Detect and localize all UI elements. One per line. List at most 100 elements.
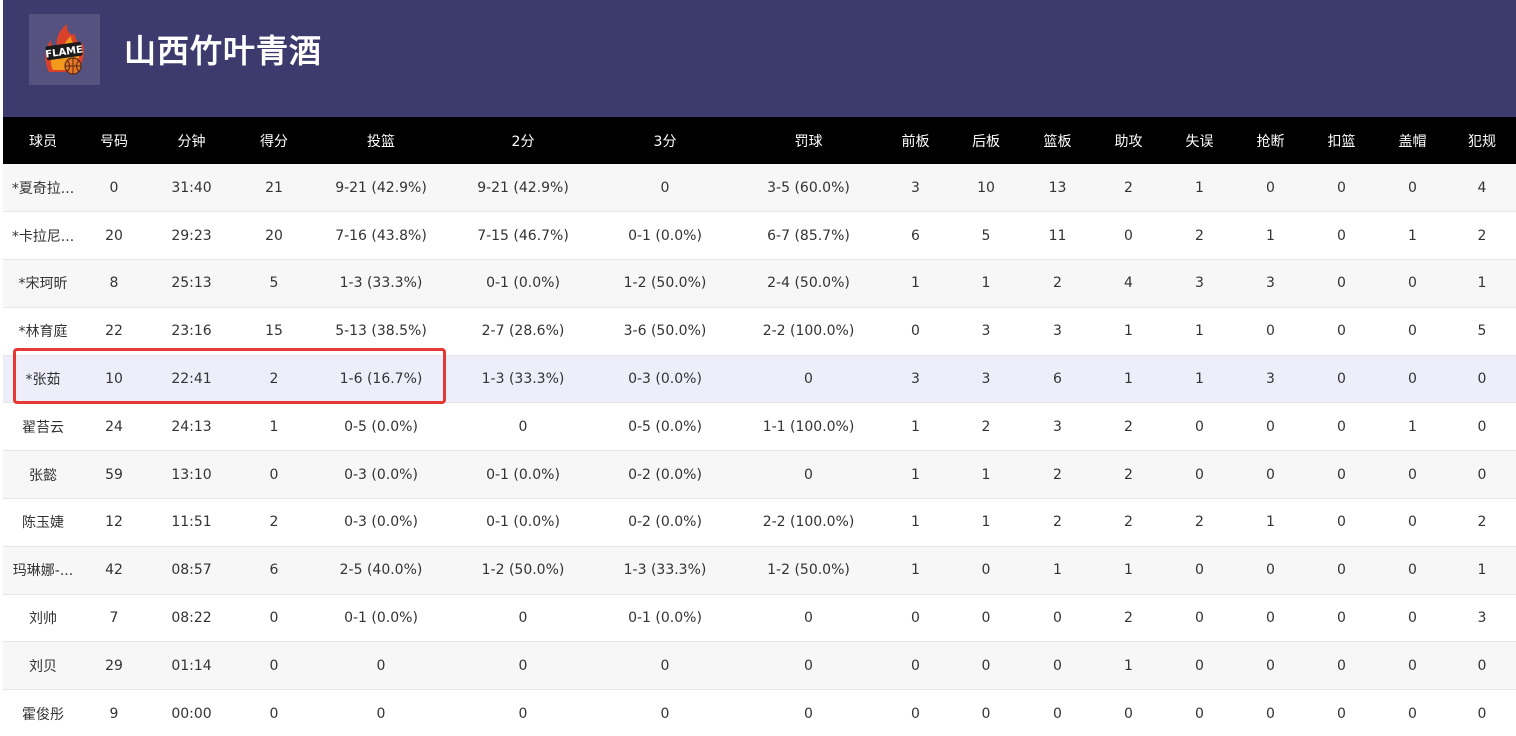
player-name[interactable]: 陈玉婕: [3, 498, 83, 547]
stat-cell: 24:13: [145, 402, 238, 452]
stat-cell: 0: [1022, 641, 1093, 691]
stat-cell: 0: [310, 641, 452, 691]
column-header[interactable]: 2分: [452, 117, 594, 164]
stat-cell: 11: [1022, 211, 1093, 261]
stat-cell: 2: [1448, 498, 1516, 547]
stat-cell: 1-2 (50.0%): [594, 259, 736, 308]
table-row: *卡拉尼... 20 29:23 20 7-16 (43.8%) 7-15 (46.7%)…: [3, 211, 1516, 261]
stat-cell: 0: [1377, 307, 1448, 356]
stat-cell: 3-6 (50.0%): [594, 307, 736, 356]
stat-cell: 0: [1164, 546, 1235, 595]
player-name[interactable]: *夏奇拉...: [3, 164, 83, 213]
table-header-row: 球员 号码 分钟 得分 投篮 2分 3分 罚球 前板 后板 篮板 助攻 失误 抢断 扣篮 盖帽 犯规: [3, 117, 1516, 164]
stat-cell: 0: [452, 402, 594, 452]
stat-cell: 21: [238, 164, 310, 213]
column-header[interactable]: 后板: [950, 117, 1022, 164]
stat-cell: 0-3 (0.0%): [310, 450, 452, 500]
stat-cell: 1: [1022, 546, 1093, 595]
stat-cell: 2-2 (100.0%): [736, 498, 881, 547]
stat-cell: 2: [1164, 211, 1235, 261]
player-name[interactable]: 刘贝: [3, 641, 83, 691]
column-header[interactable]: 得分: [238, 117, 310, 164]
stat-cell: 29:23: [145, 211, 238, 261]
stat-cell: 2: [1448, 211, 1516, 261]
stat-cell: 0: [1377, 259, 1448, 308]
stat-cell: 5: [238, 259, 310, 308]
player-name[interactable]: 张懿: [3, 450, 83, 500]
stat-cell: 2-5 (40.0%): [310, 546, 452, 595]
player-name[interactable]: *林育庭: [3, 307, 83, 356]
stat-cell: 00:00: [145, 689, 238, 736]
table-row: 翟苔云 24 24:13 1 0-5 (0.0%) 0 0-5 (0.0%) 1-1 (100…: [3, 402, 1516, 452]
player-stats-table: 球员 号码 分钟 得分 投篮 2分 3分 罚球 前板 后板 篮板 助攻 失误 抢断 扣篮 盖帽 犯规 *夏奇拉.…: [3, 117, 1516, 736]
stat-cell: 0: [594, 689, 736, 736]
stat-cell: 1-3 (33.3%): [452, 355, 594, 404]
column-header[interactable]: 篮板: [1022, 117, 1093, 164]
stat-cell: 1: [1093, 546, 1164, 595]
stat-cell: 1-6 (16.7%): [310, 355, 452, 404]
stat-cell: 5: [950, 211, 1022, 261]
column-header[interactable]: 抢断: [1235, 117, 1306, 164]
column-header[interactable]: 号码: [83, 117, 145, 164]
column-header[interactable]: 助攻: [1093, 117, 1164, 164]
stat-cell: 2: [1093, 450, 1164, 500]
column-header[interactable]: 分钟: [145, 117, 238, 164]
column-header[interactable]: 球员: [3, 117, 83, 164]
stat-cell: 0: [1448, 355, 1516, 404]
stat-cell: 31:40: [145, 164, 238, 213]
stat-cell: 3: [1164, 259, 1235, 308]
player-name[interactable]: 刘帅: [3, 594, 83, 643]
stat-cell: 0: [1235, 450, 1306, 500]
stat-cell: 0: [238, 641, 310, 691]
stat-cell: 0: [1022, 689, 1093, 736]
stat-cell: 0: [1306, 355, 1377, 404]
stat-cell: 22: [83, 307, 145, 356]
player-name[interactable]: *宋珂昕: [3, 259, 83, 308]
stat-cell: 0-3 (0.0%): [310, 498, 452, 547]
stat-cell: 0: [594, 641, 736, 691]
stat-cell: 1-2 (50.0%): [452, 546, 594, 595]
column-header[interactable]: 盖帽: [1377, 117, 1448, 164]
stat-cell: 13:10: [145, 450, 238, 500]
stat-cell: 3: [1022, 402, 1093, 452]
stat-cell: 0: [1306, 594, 1377, 643]
column-header[interactable]: 犯规: [1448, 117, 1516, 164]
stat-cell: 0: [1306, 402, 1377, 452]
stat-cell: 01:14: [145, 641, 238, 691]
player-name[interactable]: 霍俊彤: [3, 689, 83, 736]
stat-cell: 3: [950, 355, 1022, 404]
column-header[interactable]: 罚球: [736, 117, 881, 164]
stat-cell: 08:57: [145, 546, 238, 595]
player-name[interactable]: 玛琳娜-...: [3, 546, 83, 595]
stat-cell: 2: [1093, 594, 1164, 643]
column-header[interactable]: 投篮: [310, 117, 452, 164]
stat-cell: 20: [238, 211, 310, 261]
stat-cell: 0: [1306, 641, 1377, 691]
stat-cell: 3: [1235, 259, 1306, 308]
stat-cell: 2: [1022, 498, 1093, 547]
stat-cell: 0: [1377, 498, 1448, 547]
stat-cell: 1: [1448, 259, 1516, 308]
player-name[interactable]: *卡拉尼...: [3, 211, 83, 261]
player-name[interactable]: *张茹: [3, 355, 83, 404]
stat-cell: 1-3 (33.3%): [594, 546, 736, 595]
stat-cell: 0: [736, 450, 881, 500]
stat-cell: 5-13 (38.5%): [310, 307, 452, 356]
team-name: 山西竹叶青酒: [124, 32, 323, 70]
column-header[interactable]: 扣篮: [1306, 117, 1377, 164]
stat-cell: 0: [1377, 355, 1448, 404]
stat-cell: 5: [1448, 307, 1516, 356]
stat-cell: 1: [1093, 355, 1164, 404]
stat-cell: 3: [950, 307, 1022, 356]
stat-cell: 0: [594, 164, 736, 213]
column-header[interactable]: 3分: [594, 117, 736, 164]
stat-cell: 0: [452, 689, 594, 736]
stat-cell: 0: [1377, 164, 1448, 213]
stat-cell: 0: [1164, 641, 1235, 691]
column-header[interactable]: 前板: [881, 117, 950, 164]
stat-cell: 8: [83, 259, 145, 308]
column-header[interactable]: 失误: [1164, 117, 1235, 164]
team-logo: FLAME: [29, 14, 100, 85]
stat-cell: 0: [1377, 689, 1448, 736]
player-name[interactable]: 翟苔云: [3, 402, 83, 452]
